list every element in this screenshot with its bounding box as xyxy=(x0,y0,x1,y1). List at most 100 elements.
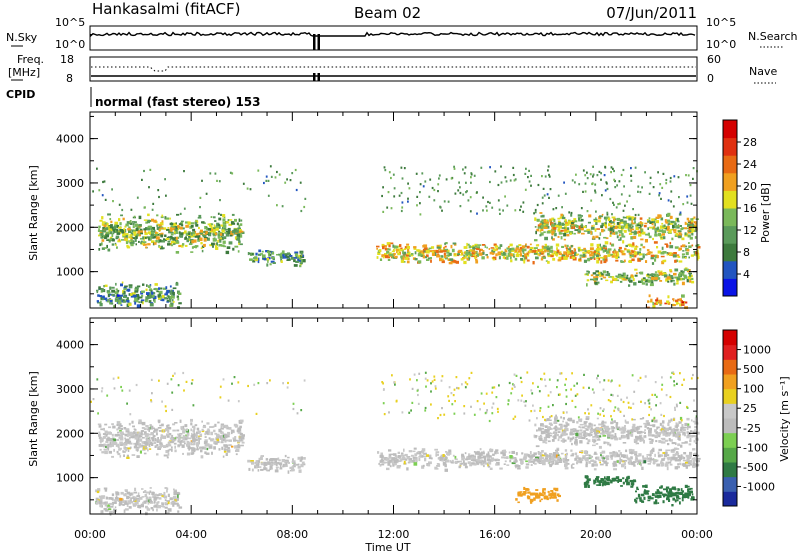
power-cell xyxy=(153,219,157,223)
power-cell xyxy=(606,250,610,254)
power-cell xyxy=(282,254,285,257)
velocity-cell xyxy=(205,443,210,447)
velocity-cell xyxy=(686,457,690,461)
power-cell xyxy=(527,176,529,179)
power-cell xyxy=(181,227,185,230)
power-cell xyxy=(679,303,683,307)
power-cell xyxy=(101,242,103,246)
power-cell xyxy=(588,270,590,274)
power-cell xyxy=(481,244,486,246)
power-cell xyxy=(172,223,177,226)
velocity-cell xyxy=(578,457,581,461)
velocity-cell xyxy=(114,506,117,508)
velocity-cell xyxy=(562,420,564,423)
power-cell xyxy=(672,298,675,302)
power-cell xyxy=(137,296,141,299)
velocity-cell xyxy=(459,463,462,467)
power-cell xyxy=(572,255,576,258)
station-title: Hankasalmi (fitACF) xyxy=(92,0,240,18)
velocity-cell xyxy=(228,444,232,447)
velocity-cell xyxy=(135,442,137,446)
power-cell xyxy=(691,229,695,233)
power-cell xyxy=(169,229,173,233)
power-cell xyxy=(443,200,446,203)
power-cell xyxy=(529,246,534,250)
velocity-cell xyxy=(555,461,559,465)
power-cell xyxy=(169,285,172,288)
power-cell xyxy=(596,174,599,177)
power-cell xyxy=(570,223,575,226)
velocity-cell xyxy=(443,458,447,462)
velocity-cell xyxy=(282,459,285,461)
power-cell xyxy=(578,217,581,221)
power-cell xyxy=(644,171,646,174)
power-cell xyxy=(543,246,548,249)
power-cell xyxy=(592,175,594,178)
power-cell xyxy=(673,229,677,232)
power-cell xyxy=(234,245,239,248)
power-cell xyxy=(497,252,501,256)
velocity-cell xyxy=(684,484,688,488)
power-cell xyxy=(559,216,562,219)
velocity-cell xyxy=(580,426,582,429)
power-cell xyxy=(176,295,179,298)
power-cell xyxy=(566,249,569,252)
velocity-cell xyxy=(208,437,211,440)
power-cell xyxy=(392,173,395,176)
velocity-cell xyxy=(579,450,583,452)
velocity-cell xyxy=(628,460,632,462)
power-cell xyxy=(476,253,479,256)
power-cell xyxy=(667,301,671,305)
power-cell xyxy=(96,289,99,294)
velocity-cell xyxy=(491,457,494,461)
power-cell xyxy=(393,248,395,251)
velocity-cell xyxy=(166,489,168,493)
velocity-cell xyxy=(557,393,560,396)
power-cell xyxy=(390,242,394,245)
power-cell xyxy=(444,249,447,251)
power-cell xyxy=(622,250,625,253)
velocity-cell xyxy=(181,439,183,442)
velocity-cell xyxy=(525,488,529,491)
power-cell xyxy=(597,219,601,223)
velocity-cell xyxy=(174,502,178,505)
velocity-cell xyxy=(174,449,177,453)
power-cell xyxy=(140,300,143,304)
power-cell xyxy=(229,171,232,174)
velocity-cell xyxy=(660,461,664,464)
power-cell xyxy=(611,213,613,216)
power-cell xyxy=(423,244,428,248)
power-cell xyxy=(551,230,555,234)
velocity-cell xyxy=(111,439,114,443)
velocity-cell xyxy=(198,447,201,450)
velocity-cell xyxy=(134,431,139,434)
power-cell xyxy=(569,246,572,250)
power-cell xyxy=(535,244,539,247)
power-cell xyxy=(391,255,394,259)
velocity-cell xyxy=(525,466,529,469)
power-cell xyxy=(563,232,567,237)
power-cell xyxy=(419,183,422,186)
velocity-cell xyxy=(292,458,294,462)
velocity-cell xyxy=(649,497,654,500)
velocity-cell xyxy=(678,433,681,436)
velocity-cell xyxy=(549,416,551,419)
velocity-cell xyxy=(585,458,589,462)
velocity-cell xyxy=(268,458,273,462)
velocity-cell xyxy=(626,430,630,433)
velocity-cell xyxy=(666,454,670,457)
velocity-cell xyxy=(615,424,618,427)
velocity-cell xyxy=(291,466,294,469)
power-cell xyxy=(611,276,615,279)
power-cell xyxy=(122,299,125,301)
velocity-cell xyxy=(104,510,109,512)
power-cell xyxy=(146,236,151,239)
velocity-cell xyxy=(587,484,590,488)
velocity-cell xyxy=(579,459,583,464)
power-cell xyxy=(132,292,136,296)
velocity-cell xyxy=(162,436,166,439)
velocity-cell xyxy=(678,488,681,491)
power-cell xyxy=(454,192,457,195)
power-cell xyxy=(681,277,685,281)
power-cell xyxy=(675,226,680,229)
